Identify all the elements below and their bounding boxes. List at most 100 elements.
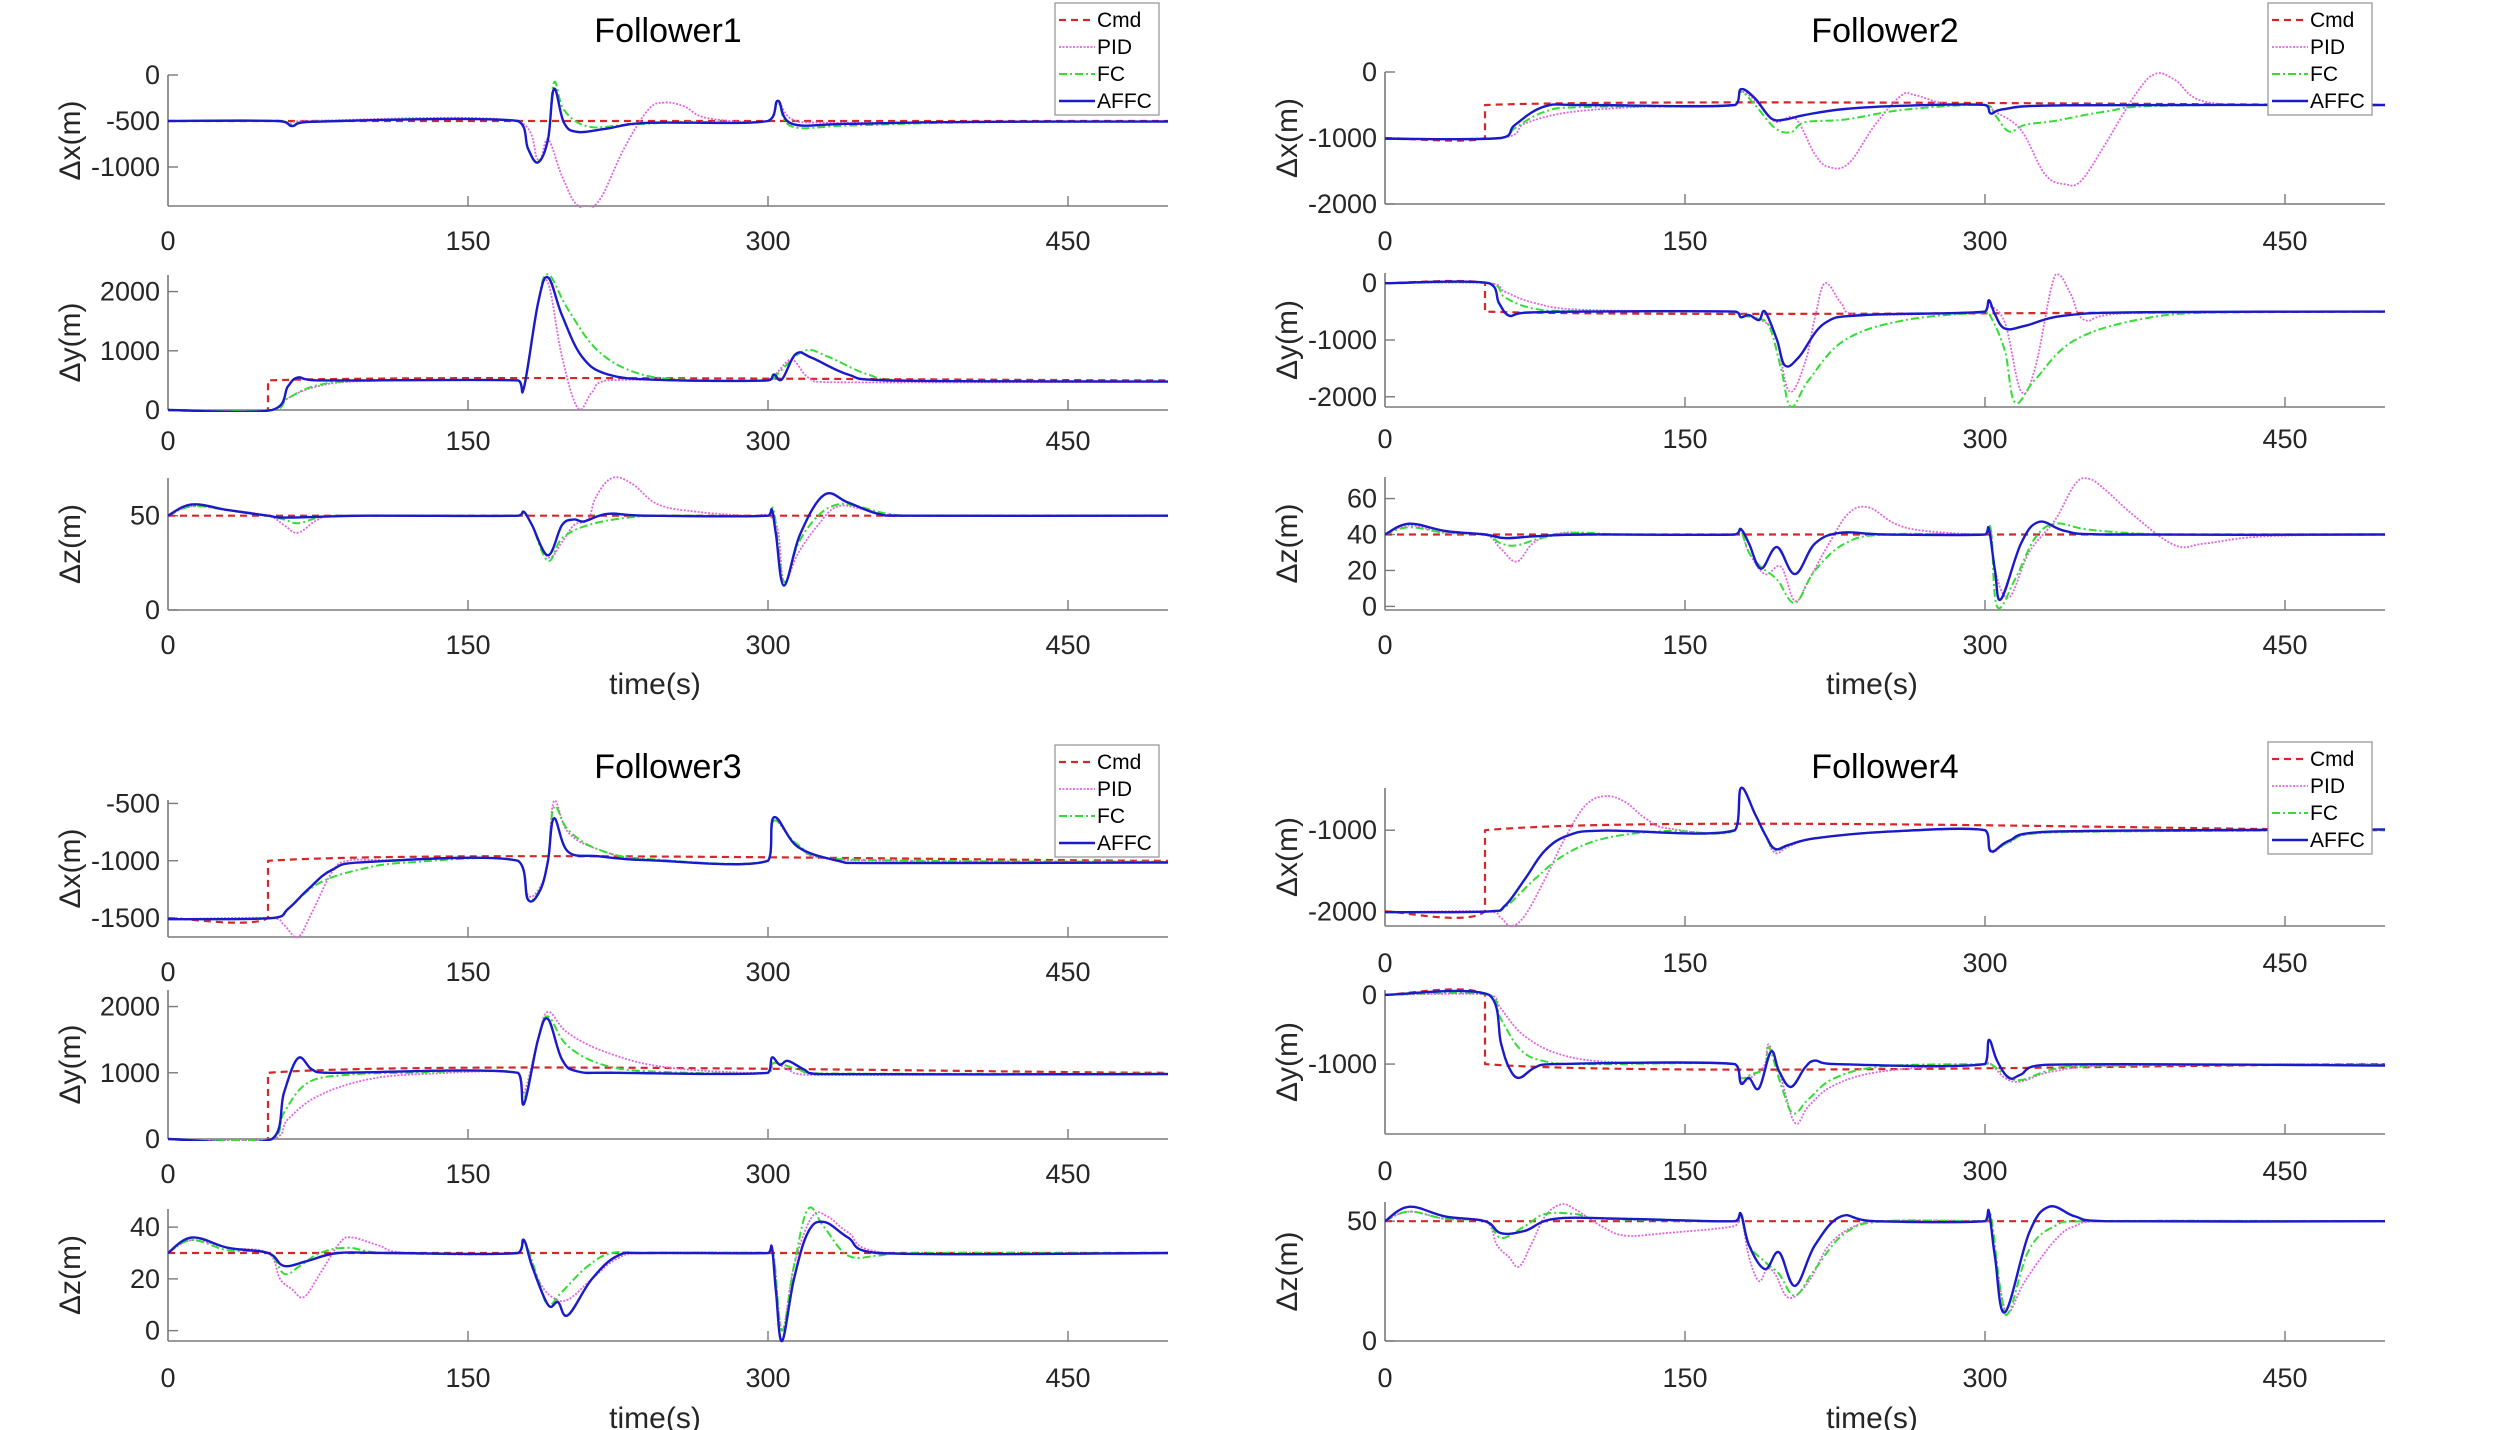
y-tick-label: -2000 xyxy=(1308,896,1377,926)
legend-label-fc: FC xyxy=(1097,63,1125,86)
x-tick-label: 150 xyxy=(1662,630,1707,660)
x-tick-label: 150 xyxy=(1662,1156,1707,1186)
y-tick-label: -1000 xyxy=(91,846,160,876)
y-tick-label: 50 xyxy=(1347,1206,1377,1236)
y-axis-label: Δy(m) xyxy=(1271,1022,1304,1102)
series-line-cmd xyxy=(1385,988,2386,1071)
x-tick-label: 0 xyxy=(160,1363,175,1393)
x-tick-label: 150 xyxy=(1662,226,1707,256)
y-tick-label: 20 xyxy=(1347,555,1377,585)
y-tick-label: -500 xyxy=(106,788,160,818)
series-line-cmd xyxy=(1385,279,2386,315)
y-tick-label: 50 xyxy=(130,501,160,531)
x-tick-label: 0 xyxy=(160,426,175,456)
series-line-affc xyxy=(1385,87,2386,141)
x-tick-label: 0 xyxy=(1377,1156,1392,1186)
chart-title: Follower4 xyxy=(1811,748,1958,786)
series-line-pid xyxy=(168,1011,1169,1141)
x-tick-label: 300 xyxy=(1962,630,2007,660)
legend-label-affc: AFFC xyxy=(1097,90,1152,113)
x-tick-label: 150 xyxy=(1662,424,1707,454)
series-line-affc xyxy=(1385,786,2386,914)
legend: Cmd PID FC AFFC xyxy=(2267,741,2373,855)
x-tick-label: 450 xyxy=(1045,426,1090,456)
series-line-pid xyxy=(168,1211,1169,1332)
y-tick-label: -1000 xyxy=(91,152,160,182)
x-tick-label: 0 xyxy=(160,226,175,256)
y-tick-label: -2000 xyxy=(1308,189,1377,219)
legend-label-cmd: Cmd xyxy=(1097,751,1141,774)
series-line-pid xyxy=(1385,72,2386,187)
y-axis-label: Δx(m) xyxy=(54,100,87,180)
x-tick-label: 0 xyxy=(1377,1363,1392,1393)
y-tick-label: 0 xyxy=(145,1316,160,1346)
x-tick-label: 150 xyxy=(1662,948,1707,978)
x-tick-label: 450 xyxy=(2262,226,2307,256)
legend: Cmd PID FC AFFC xyxy=(1054,744,1160,858)
subplot-dz: 0 150 300 450 0 50 Δz(m) xyxy=(1271,1202,2386,1393)
series-line-fc xyxy=(168,502,1169,584)
legend-label-cmd: Cmd xyxy=(2310,748,2354,771)
series-line-pid xyxy=(1385,787,2386,927)
x-tick-label: 0 xyxy=(160,1159,175,1189)
x-tick-label: 450 xyxy=(2262,424,2307,454)
y-tick-label: 0 xyxy=(145,1124,160,1154)
series-line-affc xyxy=(1385,280,2386,368)
series-line-pid xyxy=(1385,477,2386,603)
x-tick-label: 450 xyxy=(2262,1363,2307,1393)
x-tick-label: 300 xyxy=(745,226,790,256)
subplot-dy: 0 150 300 450 0 1000 2000 Δy(m) xyxy=(54,273,1169,456)
y-tick-label: -1500 xyxy=(91,903,160,933)
x-tick-label: 150 xyxy=(1662,1363,1707,1393)
x-axis-label: time(s) xyxy=(609,668,701,701)
x-tick-label: 0 xyxy=(160,957,175,987)
x-tick-label: 300 xyxy=(1962,1363,2007,1393)
x-tick-label: 0 xyxy=(160,630,175,660)
legend-label-fc: FC xyxy=(2310,63,2338,86)
x-axis-label: time(s) xyxy=(1826,668,1918,701)
series-line-pid xyxy=(168,799,1169,939)
x-tick-label: 450 xyxy=(2262,1156,2307,1186)
legend-label-cmd: Cmd xyxy=(1097,9,1141,32)
y-tick-label: -500 xyxy=(106,106,160,136)
legend-label-pid: PID xyxy=(2310,36,2345,59)
y-tick-label: 1000 xyxy=(100,336,160,366)
series-line-affc xyxy=(168,1220,1169,1343)
y-axis-label: Δz(m) xyxy=(1271,503,1304,583)
series-line-fc xyxy=(168,80,1169,163)
y-tick-label: 1000 xyxy=(100,1058,160,1088)
y-tick-label: 0 xyxy=(1362,1326,1377,1356)
subplot-dy: 0 150 300 450 0 1000 2000 Δy(m) xyxy=(54,990,1169,1189)
x-tick-label: 0 xyxy=(1377,630,1392,660)
y-axis-label: Δy(m) xyxy=(1271,300,1304,380)
subplot-dz: 0 150 300 450 0 50 Δz(m) xyxy=(54,476,1169,660)
series-line-fc xyxy=(1385,281,2386,409)
x-tick-label: 150 xyxy=(445,426,490,456)
y-tick-label: 0 xyxy=(1362,57,1377,87)
series-line-fc xyxy=(1385,991,2386,1115)
y-tick-label: 40 xyxy=(130,1212,160,1242)
chart-title: Follower2 xyxy=(1811,12,1958,50)
legend: Cmd PID FC AFFC xyxy=(2267,2,2373,116)
x-tick-label: 300 xyxy=(1962,948,2007,978)
series-line-affc xyxy=(1385,1205,2386,1314)
y-tick-label: 0 xyxy=(1362,268,1377,298)
series-line-fc xyxy=(168,1015,1169,1141)
y-tick-label: 0 xyxy=(1362,591,1377,621)
series-line-fc xyxy=(1385,786,2386,914)
x-tick-label: 300 xyxy=(1962,226,2007,256)
y-tick-label: -1000 xyxy=(1308,325,1377,355)
x-tick-label: 0 xyxy=(1377,424,1392,454)
x-tick-label: 450 xyxy=(2262,630,2307,660)
y-axis-label: Δx(m) xyxy=(1271,817,1304,897)
x-tick-label: 450 xyxy=(1045,1159,1090,1189)
subplot-dz: 0 150 300 450 0 20 40 60 Δz(m) xyxy=(1271,477,2386,660)
